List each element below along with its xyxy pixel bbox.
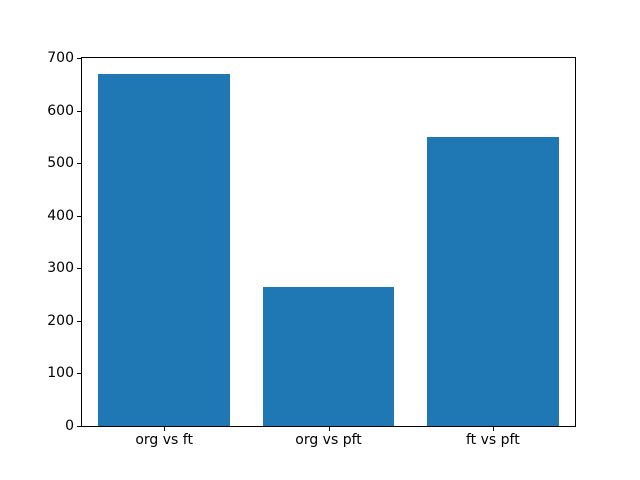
bar-org-vs-ft: [98, 73, 230, 426]
x-tick-label: ft vs pft: [465, 432, 520, 448]
y-tick-mark: [77, 320, 81, 322]
y-tick-mark: [77, 163, 81, 165]
x-tick-mark: [492, 427, 494, 431]
x-tick-mark: [164, 427, 166, 431]
y-tick-label: 700: [47, 50, 74, 66]
y-tick-mark: [77, 58, 81, 59]
bar-org-vs-pft: [262, 286, 395, 426]
y-tick-mark: [77, 426, 81, 427]
y-tick-label: 600: [47, 102, 74, 119]
y-tick-mark: [77, 373, 81, 375]
x-tick-label: org vs ft: [135, 432, 193, 448]
y-tick-mark: [77, 110, 81, 112]
x-tick-label: org vs pft: [295, 432, 362, 448]
y-tick-label: 400: [47, 207, 74, 224]
y-tick-label: 0: [65, 418, 74, 434]
y-tick-mark: [77, 215, 81, 217]
y-tick-label: 200: [47, 312, 74, 329]
bar-ft-vs-pft: [427, 136, 559, 426]
x-tick-mark: [328, 427, 330, 431]
y-tick-mark: [77, 268, 81, 270]
y-tick-label: 500: [47, 155, 74, 172]
y-tick-label: 100: [47, 365, 74, 382]
y-tick-label: 300: [47, 260, 74, 277]
plot-area: org vs ft org vs pft ft vs pft 0 100 200 300 40…: [47, 51, 576, 447]
